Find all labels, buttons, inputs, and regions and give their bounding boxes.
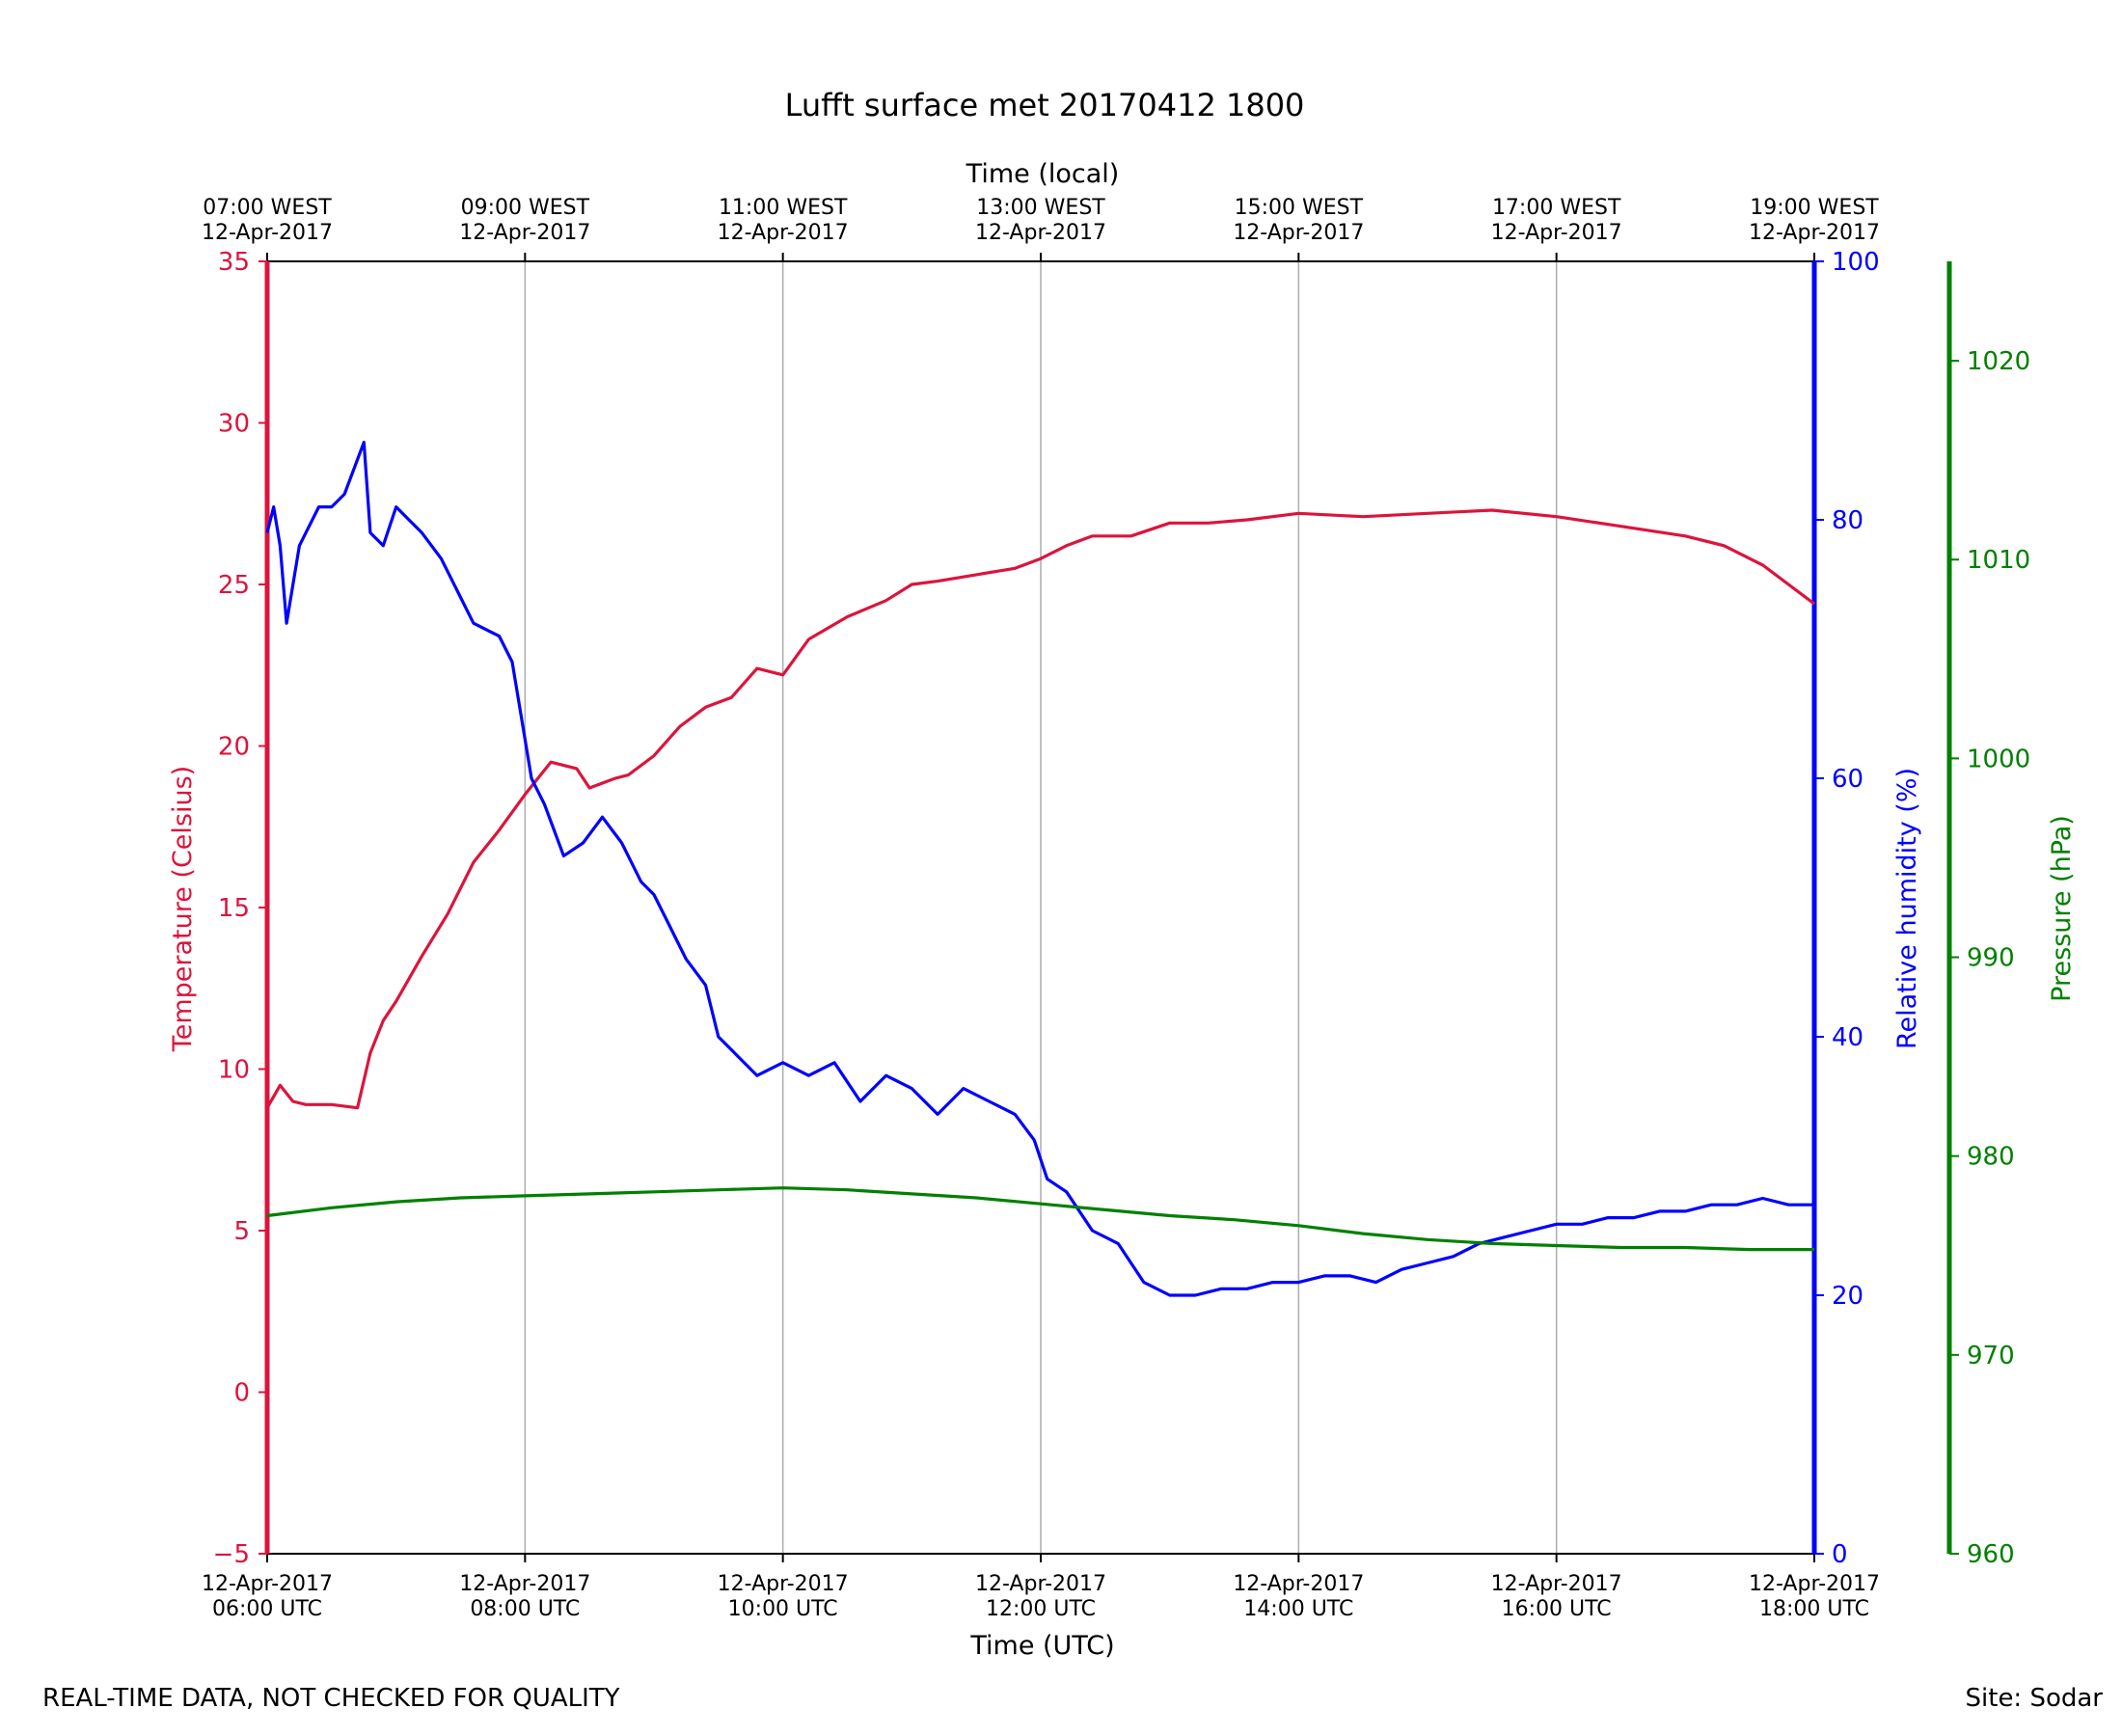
x-top-tick-time-0: 07:00 WEST [203, 196, 332, 220]
temperature-tick-label-0: −5 [213, 1540, 250, 1569]
x-bottom-tick-date-5: 12-Apr-2017 [1491, 1572, 1622, 1596]
temperature-tick-label-6: 25 [218, 571, 250, 600]
x-bottom-tick-date-3: 12-Apr-2017 [975, 1572, 1106, 1596]
quality-disclaimer: REAL-TIME DATA, NOT CHECKED FOR QUALITY [42, 1684, 620, 1713]
x-top-tick-time-4: 15:00 WEST [1235, 196, 1364, 220]
temperature-tick-label-7: 30 [218, 410, 250, 439]
x-top-tick-date-1: 12-Apr-2017 [459, 221, 590, 245]
x-top-tick-time-2: 11:00 WEST [719, 196, 848, 220]
x-bottom-tick-time-6: 18:00 UTC [1759, 1597, 1869, 1621]
x-top-tick-time-3: 13:00 WEST [976, 196, 1105, 220]
pressure-tick-label-6: 1020 [1967, 347, 2030, 376]
pressure-tick-label-2: 980 [1967, 1143, 2015, 1172]
temperature-tick-label-8: 35 [218, 248, 250, 277]
humidity-tick-label-1: 20 [1832, 1282, 1864, 1311]
temperature-axis-label: Temperature (Celsius) [168, 766, 198, 1052]
humidity-tick-label-2: 40 [1832, 1023, 1864, 1052]
humidity-series-line [265, 441, 1814, 1297]
temperature-tick-label-5: 20 [218, 733, 250, 762]
x-bottom-tick-time-5: 16:00 UTC [1502, 1597, 1612, 1621]
temperature-tick-label-3: 10 [218, 1056, 250, 1085]
pressure-axis-label: Pressure (hPa) [2047, 815, 2077, 1002]
temperature-tick-label-4: 15 [218, 894, 250, 923]
x-top-tick-date-4: 12-Apr-2017 [1233, 221, 1364, 245]
humidity-tick-label-5: 100 [1832, 248, 1880, 277]
pressure-tick-label-5: 1010 [1967, 546, 2030, 575]
x-bottom-tick-time-0: 06:00 UTC [212, 1597, 322, 1621]
x-top-tick-date-3: 12-Apr-2017 [975, 221, 1106, 245]
x-bottom-tick-date-2: 12-Apr-2017 [718, 1572, 849, 1596]
x-top-tick-time-6: 19:00 WEST [1750, 196, 1879, 220]
pressure-tick-label-1: 970 [1967, 1342, 2015, 1370]
x-axis-top-label: Time (local) [966, 159, 1120, 189]
pressure-tick-label-3: 990 [1967, 944, 2015, 973]
x-axis-bottom-label: Time (UTC) [969, 1631, 1114, 1661]
pressure-tick-label-4: 1000 [1967, 745, 2030, 773]
x-top-tick-date-0: 12-Apr-2017 [202, 221, 333, 245]
x-bottom-tick-date-4: 12-Apr-2017 [1233, 1572, 1364, 1596]
humidity-tick-label-3: 60 [1832, 765, 1864, 794]
x-bottom-tick-time-2: 10:00 UTC [728, 1597, 838, 1621]
chart-title: Lufft surface met 20170412 1800 [785, 87, 1305, 123]
pressure-series-line [266, 1186, 1814, 1252]
temperature-tick-label-2: 5 [233, 1217, 250, 1246]
site-label: Site: Sodar [1965, 1684, 2103, 1713]
x-bottom-tick-time-4: 14:00 UTC [1243, 1597, 1353, 1621]
x-top-tick-time-1: 09:00 WEST [461, 196, 590, 220]
x-top-tick-date-2: 12-Apr-2017 [718, 221, 849, 245]
humidity-tick-label-4: 80 [1832, 506, 1864, 535]
humidity-axis-label: Relative humidity (%) [1892, 768, 1922, 1049]
x-bottom-tick-time-3: 12:00 UTC [986, 1597, 1096, 1621]
pressure-tick-label-0: 960 [1967, 1540, 2015, 1569]
x-bottom-tick-date-1: 12-Apr-2017 [459, 1572, 590, 1596]
x-top-tick-time-5: 17:00 WEST [1492, 196, 1621, 220]
x-top-tick-date-6: 12-Apr-2017 [1749, 221, 1880, 245]
x-bottom-tick-time-1: 08:00 UTC [470, 1597, 580, 1621]
x-bottom-tick-date-0: 12-Apr-2017 [202, 1572, 333, 1596]
x-bottom-tick-date-6: 12-Apr-2017 [1749, 1572, 1880, 1596]
temperature-tick-label-1: 0 [233, 1379, 250, 1408]
humidity-tick-label-0: 0 [1832, 1540, 1848, 1569]
x-top-tick-date-5: 12-Apr-2017 [1491, 221, 1622, 245]
temperature-series-line [265, 508, 1815, 1110]
